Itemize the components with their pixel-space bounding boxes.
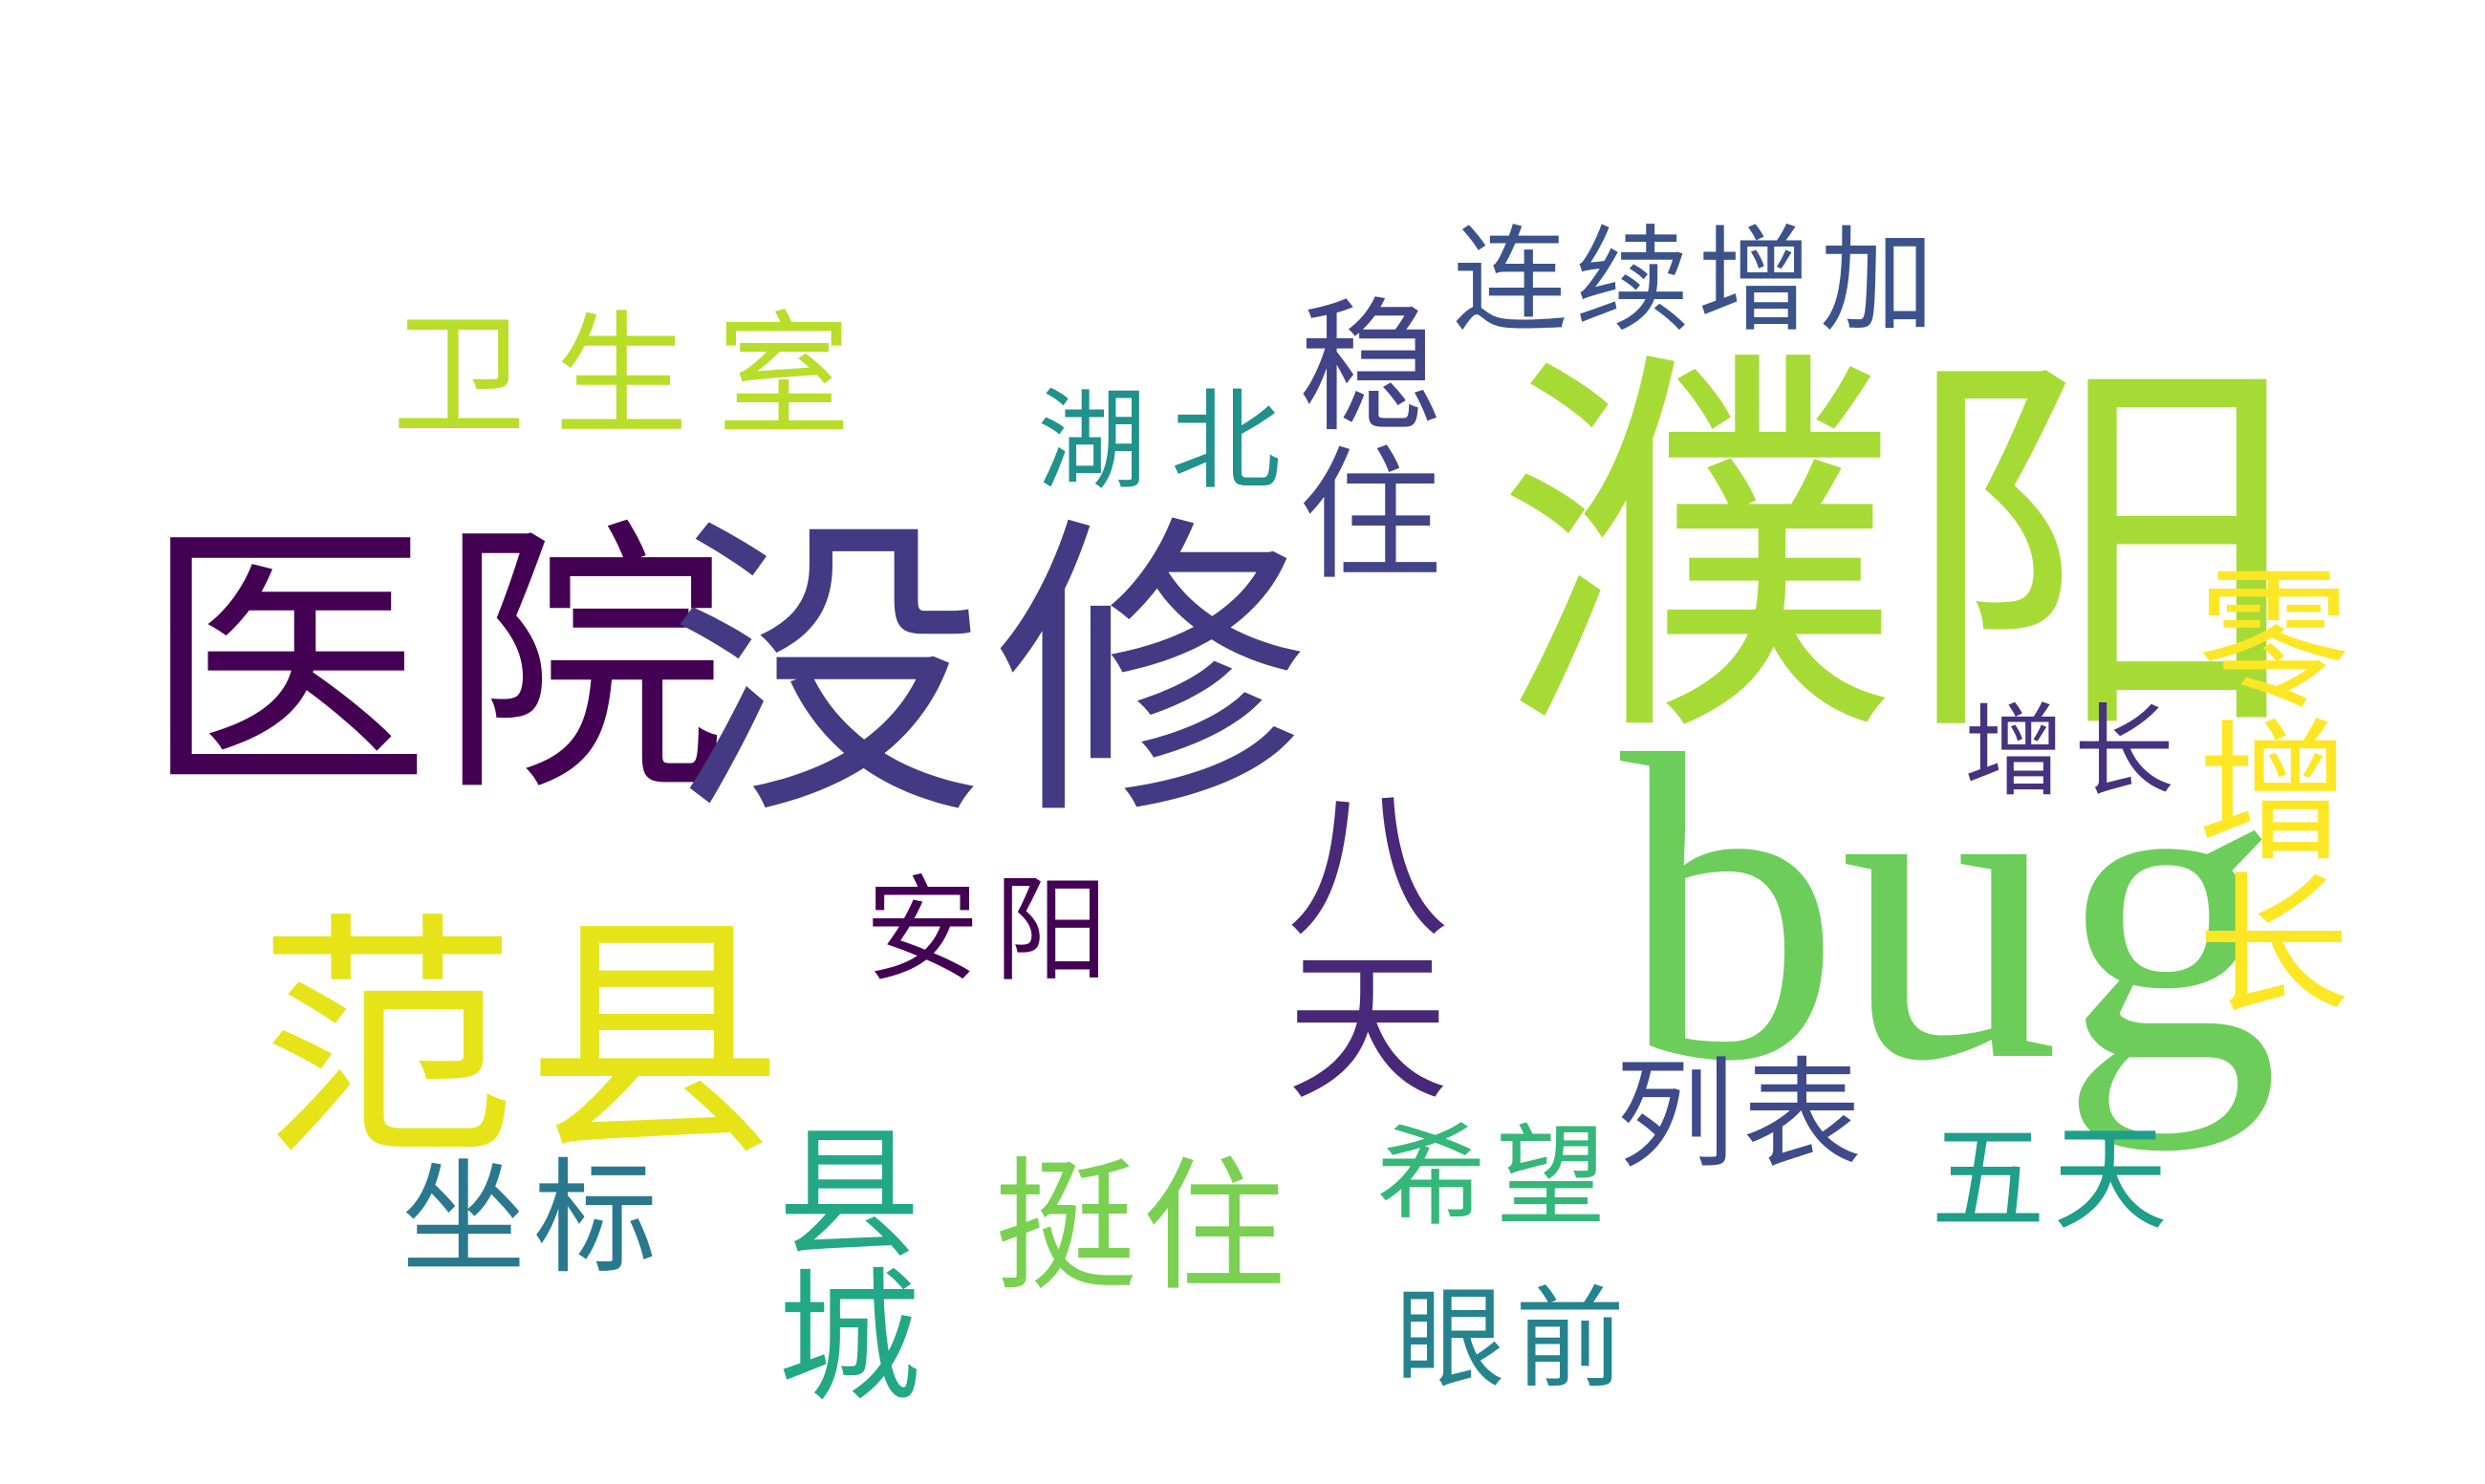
word-fanxian: 范县 bbox=[258, 891, 793, 1192]
word-xiancheng: 县城 bbox=[753, 1118, 919, 1405]
word-wenzhu: 稳住 bbox=[1274, 291, 1440, 588]
word-tingzhu: 挺住 bbox=[994, 1145, 1291, 1311]
word-meixiu: 没修 bbox=[669, 490, 1319, 857]
word-lingzengzhang: 零增长 bbox=[2172, 559, 2350, 1018]
word-xiwang: 希望 bbox=[1376, 1113, 1616, 1241]
word-lianxuzengjia: 连续增加 bbox=[1453, 215, 1942, 348]
word-bug: bug bbox=[1620, 664, 2280, 1151]
word-yiyuan: 医院 bbox=[143, 497, 736, 830]
word-zuobiao: 坐标 bbox=[401, 1146, 666, 1291]
word-hubei: 湖北 bbox=[1037, 377, 1306, 505]
word-anyang: 安阳 bbox=[865, 865, 1123, 998]
word-puyang: 濮阳 bbox=[1496, 320, 2308, 787]
word-yanqian: 眼前 bbox=[1395, 1276, 1635, 1404]
word-weishengshi: 卫生室 bbox=[392, 299, 880, 455]
word-zengzhang: 增长 bbox=[1964, 694, 2185, 810]
word-wutian: 五天 bbox=[1931, 1113, 2175, 1246]
word-liebiao: 列表 bbox=[1615, 1046, 1869, 1185]
word-batian: 八天 bbox=[1258, 779, 1447, 1104]
